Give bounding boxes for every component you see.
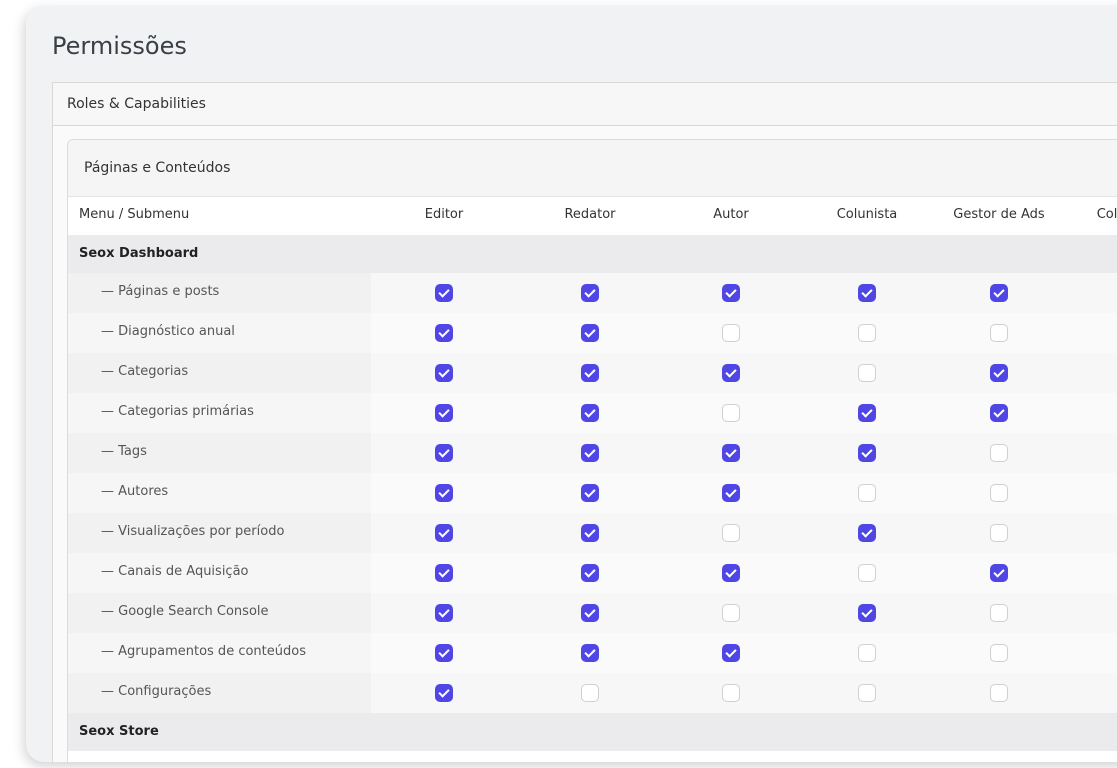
checkbox[interactable] (722, 684, 740, 702)
checkbox[interactable] (581, 484, 599, 502)
row-label: — Categorias (101, 364, 188, 379)
checkbox[interactable] (990, 364, 1008, 382)
row-label: — Canais de Aquisição (101, 564, 249, 579)
checkbox[interactable] (722, 524, 740, 542)
row-label: — Diagnóstico anual (101, 324, 235, 339)
checkbox[interactable] (581, 364, 599, 382)
section: Páginas e Conteúdos Menu / Submenu Editor… (67, 139, 1117, 762)
panel-title: Roles & Capabilities (53, 83, 1117, 126)
group-name: Seox Dashboard (79, 246, 198, 261)
checkbox[interactable] (435, 524, 453, 542)
panel: Roles & Capabilities Páginas e Conteúdos… (52, 82, 1117, 762)
row-label: — Autores (101, 484, 168, 499)
checkbox[interactable] (581, 604, 599, 622)
checkbox[interactable] (990, 644, 1008, 662)
column-header: Colunista (807, 207, 927, 222)
checkbox[interactable] (581, 524, 599, 542)
checkbox[interactable] (990, 484, 1008, 502)
checkbox[interactable] (722, 284, 740, 302)
row-label: — Google Search Console (101, 604, 269, 619)
row-label: — Páginas e posts (101, 284, 219, 299)
checkbox[interactable] (722, 404, 740, 422)
checkbox[interactable] (858, 364, 876, 382)
checkbox[interactable] (581, 684, 599, 702)
row-label: — Tags (101, 444, 147, 459)
checkbox[interactable] (581, 284, 599, 302)
checkbox[interactable] (990, 684, 1008, 702)
checkbox[interactable] (858, 404, 876, 422)
checkbox[interactable] (435, 564, 453, 582)
card: Permissões Roles & Capabilities Páginas … (26, 6, 1117, 762)
checkbox[interactable] (435, 324, 453, 342)
checkbox[interactable] (858, 484, 876, 502)
checkbox[interactable] (990, 524, 1008, 542)
checkbox[interactable] (435, 684, 453, 702)
checkbox[interactable] (435, 484, 453, 502)
column-header: Editor (384, 207, 504, 222)
checkbox[interactable] (858, 444, 876, 462)
checkbox[interactable] (858, 564, 876, 582)
row-label: — Agrupamentos de conteúdos (101, 644, 306, 659)
checkbox[interactable] (722, 564, 740, 582)
checkbox[interactable] (990, 284, 1008, 302)
group-row-bg (68, 235, 1117, 273)
checkbox[interactable] (990, 444, 1008, 462)
group-row-bg (68, 713, 1117, 751)
checkbox[interactable] (858, 604, 876, 622)
checkbox[interactable] (722, 604, 740, 622)
checkbox[interactable] (990, 324, 1008, 342)
column-header: Menu / Submenu (79, 207, 189, 222)
checkbox[interactable] (581, 444, 599, 462)
checkbox[interactable] (858, 524, 876, 542)
checkbox[interactable] (990, 604, 1008, 622)
page-title: Permissões (52, 32, 187, 60)
column-header: Cola (1051, 207, 1117, 222)
checkbox[interactable] (435, 644, 453, 662)
checkbox[interactable] (990, 564, 1008, 582)
checkbox[interactable] (581, 644, 599, 662)
checkbox[interactable] (722, 324, 740, 342)
checkbox[interactable] (435, 404, 453, 422)
checkbox[interactable] (435, 364, 453, 382)
column-header: Gestor de Ads (939, 207, 1059, 222)
checkbox[interactable] (722, 444, 740, 462)
column-header: Redator (530, 207, 650, 222)
checkbox[interactable] (858, 284, 876, 302)
group-name: Seox Store (79, 724, 159, 739)
checkbox[interactable] (581, 564, 599, 582)
column-header: Autor (671, 207, 791, 222)
checkbox[interactable] (990, 404, 1008, 422)
row-label: — Visualizações por período (101, 524, 284, 539)
checkbox[interactable] (722, 484, 740, 502)
checkbox[interactable] (435, 604, 453, 622)
checkbox[interactable] (858, 684, 876, 702)
checkbox[interactable] (581, 404, 599, 422)
checkbox[interactable] (858, 644, 876, 662)
row-label: — Configurações (101, 684, 211, 699)
section-title: Páginas e Conteúdos (68, 140, 1117, 197)
checkbox[interactable] (435, 284, 453, 302)
row-label: — Categorias primárias (101, 404, 254, 419)
checkbox[interactable] (722, 644, 740, 662)
checkbox[interactable] (581, 324, 599, 342)
checkbox[interactable] (858, 324, 876, 342)
checkbox[interactable] (722, 364, 740, 382)
checkbox[interactable] (435, 444, 453, 462)
